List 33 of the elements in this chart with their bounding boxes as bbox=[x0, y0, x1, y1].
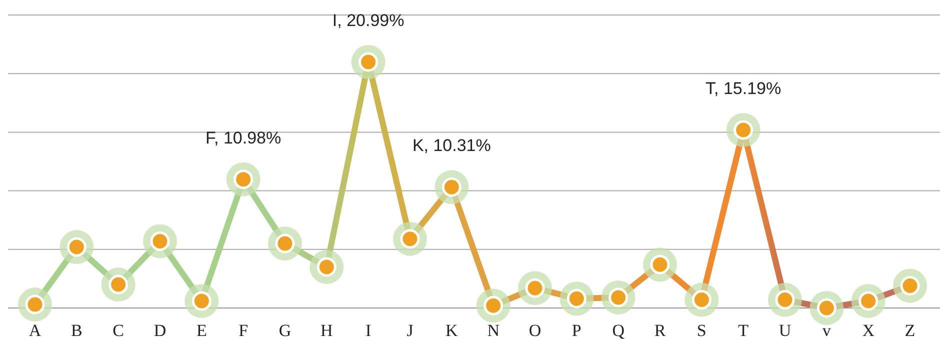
x-tick-label: E bbox=[196, 321, 207, 340]
x-tick-label: T bbox=[738, 321, 750, 340]
x-tick-label: O bbox=[528, 321, 542, 340]
x-tick-label: J bbox=[406, 321, 414, 340]
x-tick-label: X bbox=[862, 321, 874, 340]
x-tick-label: v bbox=[822, 321, 832, 340]
point bbox=[101, 268, 136, 302]
x-tick-label: Z bbox=[904, 321, 916, 340]
x-tick-label: R bbox=[654, 321, 666, 340]
point bbox=[60, 230, 94, 264]
x-tick-label: F bbox=[238, 321, 248, 340]
x-tick-label: G bbox=[278, 321, 292, 340]
x-tick-label: H bbox=[320, 321, 333, 340]
point bbox=[143, 224, 177, 258]
x-tick-label: Q bbox=[612, 321, 624, 340]
point bbox=[184, 284, 219, 318]
x-tick-label: N bbox=[487, 321, 500, 340]
x-tick-label: A bbox=[28, 321, 42, 340]
x-tick-label: C bbox=[112, 321, 124, 340]
x-tick-label: U bbox=[778, 321, 792, 340]
point bbox=[18, 287, 52, 322]
x-tick-label: S bbox=[696, 321, 706, 340]
data-label: K, 10.31% bbox=[412, 136, 491, 156]
x-tick-label: P bbox=[572, 321, 582, 340]
x-tick-label: B bbox=[70, 321, 82, 340]
data-label: F, 10.98% bbox=[206, 128, 282, 148]
data-label: I, 20.99% bbox=[332, 10, 404, 30]
point bbox=[226, 162, 260, 196]
point bbox=[268, 226, 302, 261]
x-tick-label: I bbox=[365, 321, 372, 340]
x-tick-label: K bbox=[446, 321, 459, 340]
data-label: T, 15.19% bbox=[706, 78, 782, 98]
x-tick-label: D bbox=[154, 321, 166, 340]
